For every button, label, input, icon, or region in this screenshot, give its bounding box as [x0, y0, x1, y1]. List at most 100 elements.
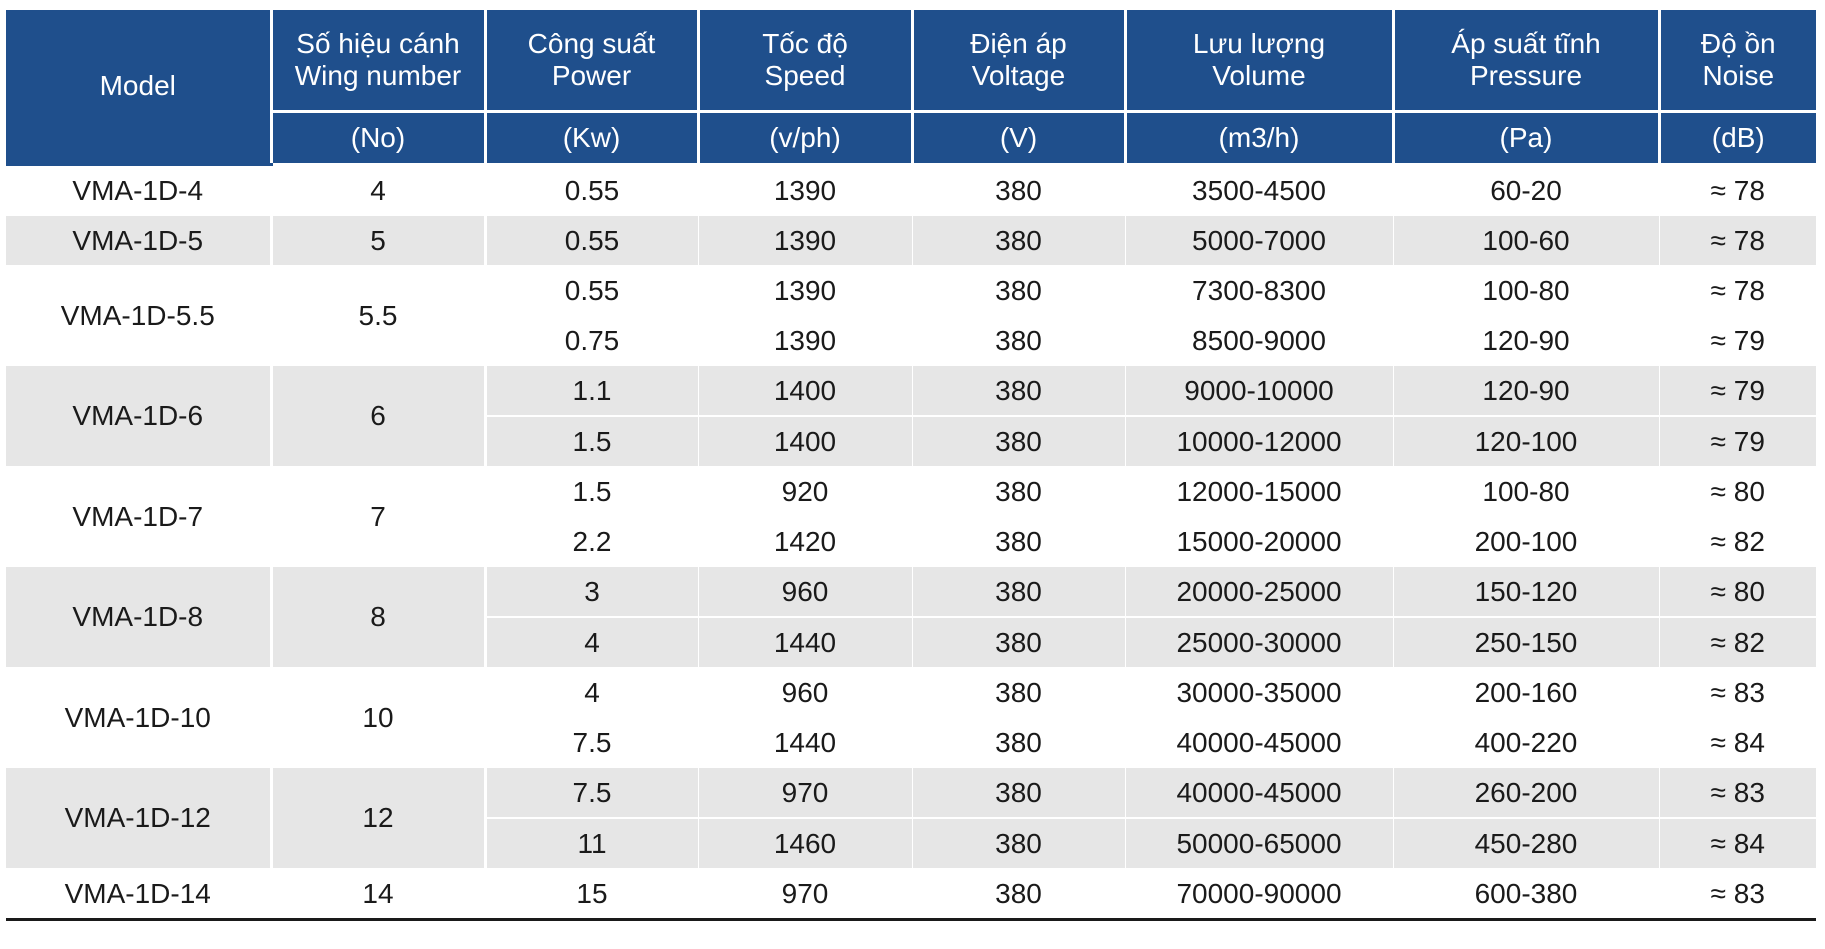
cell-wing-number: 14	[270, 868, 487, 921]
header-label-en: Noise	[1702, 60, 1775, 91]
header-label-vi: Số hiệu cánh	[296, 27, 460, 59]
cell-noise: ≈ 78	[1658, 164, 1816, 216]
header-voltage: Điện áp Voltage	[910, 7, 1127, 112]
cell-pressure: 250-150	[1392, 616, 1660, 668]
cell-noise: ≈ 84	[1658, 817, 1816, 869]
cell-volume: 70000-90000	[1124, 868, 1394, 921]
cell-power: 1.5	[485, 415, 699, 467]
cell-noise: ≈ 78	[1658, 215, 1816, 266]
cell-power: 4	[484, 667, 699, 718]
cell-power: 15	[484, 868, 699, 921]
cell-speed: 970	[697, 868, 913, 921]
cell-speed: 1400	[697, 365, 913, 417]
table-row: 11 1460 380 50000-65000 450-280 ≈ 84	[6, 817, 1816, 869]
table-row: VMA-1D-14 14 15 970 380 70000-90000 600-380 ≈ 8…	[6, 868, 1816, 921]
cell-volume: 50000-65000	[1124, 817, 1394, 869]
table-row: 4 1440 380 25000-30000 250-150 ≈ 82	[6, 616, 1816, 668]
cell-pressure: 60-20	[1392, 164, 1660, 216]
header-label-vi: Điện áp	[970, 27, 1067, 59]
cell-noise: ≈ 82	[1658, 516, 1816, 567]
table-row: VMA-1D-4 4 0.55 1390 380 3500-4500 60-20 ≈ 78	[6, 164, 1816, 216]
header-unit-noise: (dB)	[1657, 110, 1816, 166]
cell-pressure: 150-120	[1392, 566, 1660, 618]
cell-noise: ≈ 84	[1658, 717, 1816, 768]
header-label-vi: Tốc độ	[762, 27, 848, 59]
cell-power: 3	[484, 566, 699, 618]
fan-spec-table: Model Số hiệu cánh Wing number Công suất P…	[6, 7, 1816, 921]
header-unit-wing: (No)	[271, 110, 487, 166]
table-row: 2.2 1420 380 15000-20000 200-100 ≈ 82	[6, 516, 1816, 567]
cell-wing-number: 5.5	[270, 265, 487, 366]
cell-volume: 7300-8300	[1124, 265, 1394, 316]
table-row: 1.5 1400 380 10000-12000 120-100 ≈ 79	[6, 415, 1816, 467]
cell-noise: ≈ 79	[1658, 365, 1816, 417]
cell-volume: 9000-10000	[1124, 365, 1394, 417]
cell-voltage: 380	[911, 767, 1126, 819]
cell-speed: 1390	[697, 215, 913, 266]
cell-wing-number: 6	[270, 365, 487, 467]
cell-voltage: 380	[911, 566, 1126, 618]
cell-voltage: 380	[911, 667, 1126, 718]
cell-speed: 1440	[697, 717, 913, 768]
cell-power: 1.5	[484, 466, 699, 517]
cell-volume: 10000-12000	[1124, 415, 1394, 467]
table-row: VMA-1D-10 10 4 960 380 30000-35000 200-160 ≈ 83	[6, 667, 1816, 768]
cell-model: VMA-1D-6	[6, 365, 273, 467]
cell-power: 11	[485, 817, 699, 869]
header-unit-volume: (m3/h)	[1123, 110, 1395, 166]
header-volume: Lưu lượng Volume	[1123, 7, 1395, 112]
cell-wing-number: 7	[270, 466, 487, 567]
cell-wing-number: 10	[270, 667, 487, 768]
cell-speed: 960	[697, 566, 913, 618]
header-label-en: Speed	[764, 60, 846, 91]
cell-speed: 970	[697, 767, 913, 819]
cell-model: VMA-1D-10	[6, 667, 273, 768]
cell-noise: ≈ 80	[1658, 466, 1816, 517]
cell-noise: ≈ 83	[1658, 868, 1816, 921]
cell-noise: ≈ 82	[1658, 616, 1816, 668]
header-label-en: Wing number	[294, 60, 462, 91]
cell-speed: 1390	[697, 265, 913, 316]
cell-wing-number: 8	[270, 566, 487, 668]
cell-speed: 1390	[697, 164, 913, 216]
table-row: 0.75 1390 380 8500-9000 120-90 ≈ 79	[6, 315, 1816, 366]
cell-volume: 40000-45000	[1124, 717, 1394, 768]
cell-power: 1.1	[484, 365, 699, 417]
cell-pressure: 200-160	[1392, 667, 1660, 718]
table-body: VMA-1D-4 4 0.55 1390 380 3500-4500 60-20 ≈ 78 VM…	[6, 164, 1816, 921]
cell-model: VMA-1D-4	[6, 164, 273, 216]
cell-model: VMA-1D-5.5	[6, 265, 273, 366]
cell-pressure: 450-280	[1392, 817, 1660, 869]
cell-pressure: 120-90	[1392, 365, 1660, 417]
cell-power: 7.5	[485, 717, 699, 768]
cell-voltage: 380	[911, 215, 1126, 266]
cell-noise: ≈ 83	[1658, 767, 1816, 819]
cell-power: 0.55	[484, 164, 699, 216]
cell-pressure: 120-90	[1392, 315, 1660, 366]
cell-power: 0.75	[485, 315, 699, 366]
header-label-vi: Công suất	[527, 27, 656, 59]
cell-volume: 8500-9000	[1124, 315, 1394, 366]
cell-wing-number: 12	[270, 767, 487, 869]
table-row: VMA-1D-5.5 5.5 0.55 1390 380 7300-8300 100-80 ≈…	[6, 265, 1816, 366]
cell-speed: 1420	[697, 516, 913, 567]
cell-pressure: 200-100	[1392, 516, 1660, 567]
header-label-en: Power	[551, 60, 632, 91]
header-unit-power: (Kw)	[483, 110, 700, 166]
cell-pressure: 600-380	[1392, 868, 1660, 921]
cell-pressure: 100-60	[1392, 215, 1660, 266]
header-label-vi: Áp suất tĩnh	[1451, 27, 1601, 59]
header-label-vi: Lưu lượng	[1192, 27, 1326, 59]
cell-noise: ≈ 80	[1658, 566, 1816, 618]
header-model: Model	[6, 7, 273, 166]
cell-speed: 1440	[697, 616, 913, 668]
cell-volume: 40000-45000	[1124, 767, 1394, 819]
header-unit-speed: (v/ph)	[696, 110, 914, 166]
cell-power: 0.55	[484, 215, 699, 266]
cell-volume: 20000-25000	[1124, 566, 1394, 618]
cell-voltage: 380	[911, 817, 1126, 869]
cell-model: VMA-1D-14	[6, 868, 273, 921]
cell-voltage: 380	[911, 466, 1126, 517]
cell-power: 0.55	[484, 265, 699, 316]
cell-volume: 30000-35000	[1124, 667, 1394, 718]
